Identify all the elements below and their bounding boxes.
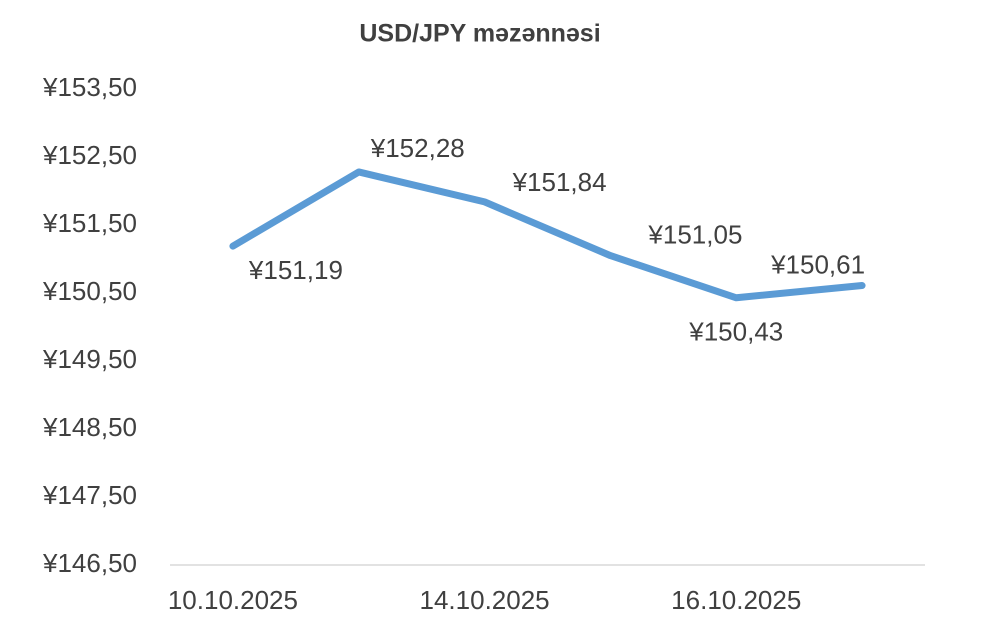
y-tick-label: ¥150,50	[42, 276, 137, 306]
data-label: ¥150,61	[770, 249, 865, 279]
data-label: ¥151,84	[512, 167, 607, 197]
y-tick-label: ¥146,50	[42, 548, 137, 578]
data-label: ¥151,05	[647, 219, 742, 249]
y-tick-label: ¥148,50	[42, 412, 137, 442]
x-tick-label: 10.10.2025	[168, 585, 298, 615]
x-tick-label: 16.10.2025	[671, 585, 801, 615]
y-tick-label: ¥153,50	[42, 72, 137, 102]
data-label: ¥150,43	[688, 317, 783, 347]
y-tick-label: ¥147,50	[42, 480, 137, 510]
x-tick-label: 14.10.2025	[420, 585, 550, 615]
chart-title: USD/JPY məzənnəsi	[359, 20, 600, 48]
line	[229, 168, 866, 302]
y-tick-label: ¥152,50	[42, 140, 137, 170]
data-label: ¥152,28	[370, 133, 465, 163]
y-tick-label: ¥149,50	[42, 344, 137, 374]
y-tick-label: ¥151,50	[42, 208, 137, 238]
data-label: ¥151,19	[248, 255, 343, 285]
